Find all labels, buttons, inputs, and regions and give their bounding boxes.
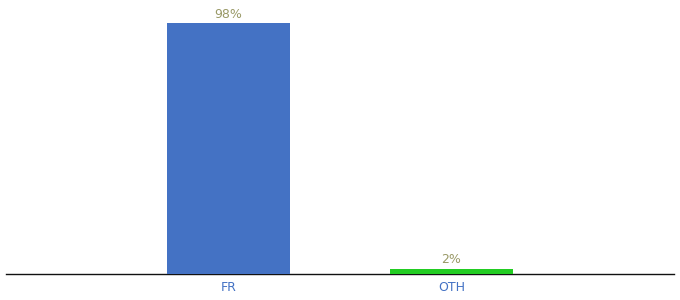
- Bar: [167, 23, 290, 274]
- Text: 2%: 2%: [441, 253, 462, 266]
- Bar: [390, 269, 513, 274]
- Text: 98%: 98%: [215, 8, 243, 21]
